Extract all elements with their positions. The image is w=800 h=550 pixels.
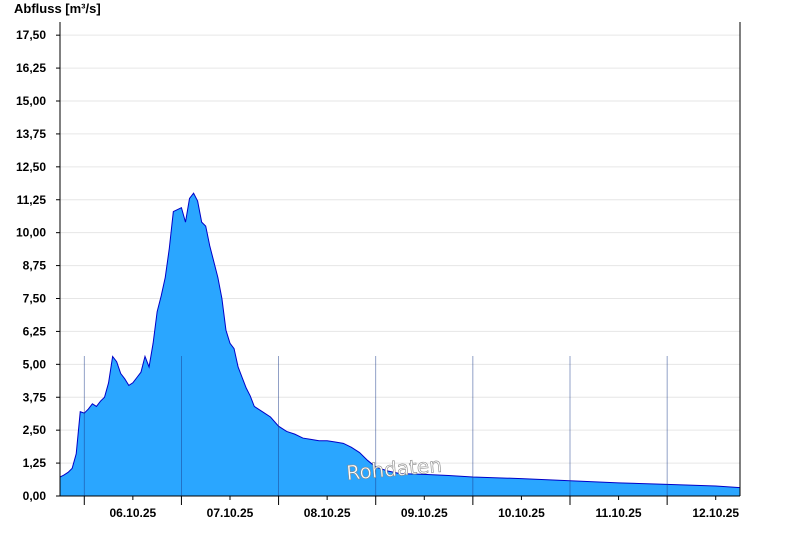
x-tick-label: 12.10.25: [692, 506, 739, 520]
y-tick-label: 15,00: [16, 94, 46, 108]
y-tick-label: 12,50: [16, 160, 46, 174]
y-axis-title: Abfluss [m³/s]: [14, 1, 101, 16]
y-tick-label: 8,75: [23, 259, 47, 273]
discharge-line: [59, 192, 741, 489]
y-tick-label: 11,25: [17, 193, 47, 207]
y-tick-label: 6,25: [23, 324, 47, 338]
y-tick-label: 7,50: [23, 292, 47, 306]
y-tick-label: 0,00: [23, 489, 47, 503]
y-tick-label: 16,25: [16, 61, 46, 75]
x-ticks: 06.10.25 07.10.25 08.10.25 09.10.25 10.10.25…: [83, 496, 739, 520]
y-tick-label: 5,00: [23, 357, 47, 371]
y-tick-label: 13,75: [16, 127, 46, 141]
x-tick-label: 07.10.25: [207, 506, 254, 520]
x-tick-label: 08.10.25: [304, 506, 351, 520]
y-tick-label: 2,50: [23, 423, 47, 437]
y-tick-label: 10,00: [16, 226, 46, 240]
x-tick-label: 06.10.25: [109, 506, 156, 520]
y-tick-label: 3,75: [23, 390, 47, 404]
discharge-area: [60, 193, 740, 497]
x-tick-label: 09.10.25: [401, 506, 448, 520]
x-tick-label: 10.10.25: [498, 506, 545, 520]
day-lines-overlay: [83, 356, 668, 496]
y-tick-label: 1,25: [23, 456, 47, 470]
x-tick-label: 11.10.25: [596, 506, 642, 520]
y-ticks: 0,00 1,25 2,50 3,75 5,00 6,25 7,50 8,75 10,00 11,…: [16, 28, 60, 503]
y-tick-label: 17,50: [16, 28, 46, 42]
